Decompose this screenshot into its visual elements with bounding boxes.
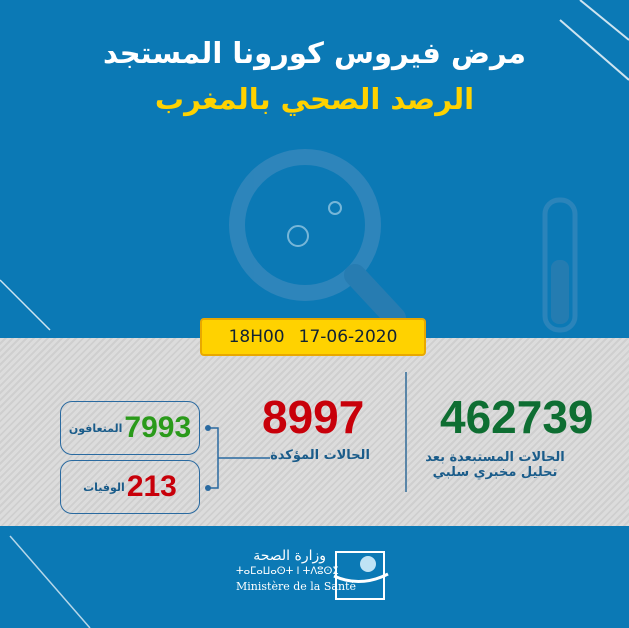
footer	[0, 526, 629, 628]
ministry-name: وزارة الصحة ⵜⴰⵎⴰⵡⴰⵙⵜ ⵏ ⵜⴷⵓⵙⵉ Ministère d…	[236, 548, 356, 593]
background-decoration	[0, 0, 629, 333]
excluded-value: 462739	[440, 391, 594, 443]
report-date: 17-06-2020	[298, 327, 398, 347]
stats-band	[0, 338, 629, 526]
footer-decoration	[9, 535, 389, 628]
excluded-label: الحالات المستبعدة بعد تحليل مخبري سلبي	[420, 450, 570, 480]
confirmed-value: 8997	[262, 391, 365, 443]
header-area: مرض فيروس كورونا المستجد الرصد الصحي بال…	[0, 0, 629, 333]
ministry-name-ar: وزارة الصحة	[253, 548, 326, 564]
recovered-box: المتعافون 7993	[60, 401, 200, 455]
confirmed-label: الحالات المؤكدة	[270, 448, 370, 463]
recovered-label: المتعافون	[68, 421, 123, 435]
date-badge: 18H00 17-06-2020	[200, 318, 426, 356]
deaths-label: الوفيات	[83, 480, 125, 494]
connector-bracket	[205, 425, 270, 491]
magnifier-virus-icon	[229, 149, 406, 329]
excluded-label-line1: الحالات المستبعدة بعد	[425, 450, 565, 465]
report-time: 18H00	[228, 327, 285, 347]
divider	[405, 372, 407, 492]
deaths-box: الوفيات 213	[60, 460, 200, 514]
ministry-name-fr: Ministère de la Santé	[236, 580, 356, 593]
excluded-label-line2: تحليل مخبري سلبي	[432, 465, 558, 480]
page-title: مرض فيروس كورونا المستجد	[102, 36, 527, 70]
recovered-value: 7993	[124, 411, 192, 444]
ministry-name-tifinagh: ⵜⴰⵎⴰⵡⴰⵙⵜ ⵏ ⵜⴷⵓⵙⵉ	[236, 566, 339, 577]
ministry-logo	[333, 551, 389, 600]
page-subtitle: الرصد الصحي بالمغرب	[154, 82, 475, 116]
test-tube-icon	[542, 197, 578, 333]
deaths-value: 213	[126, 470, 177, 503]
